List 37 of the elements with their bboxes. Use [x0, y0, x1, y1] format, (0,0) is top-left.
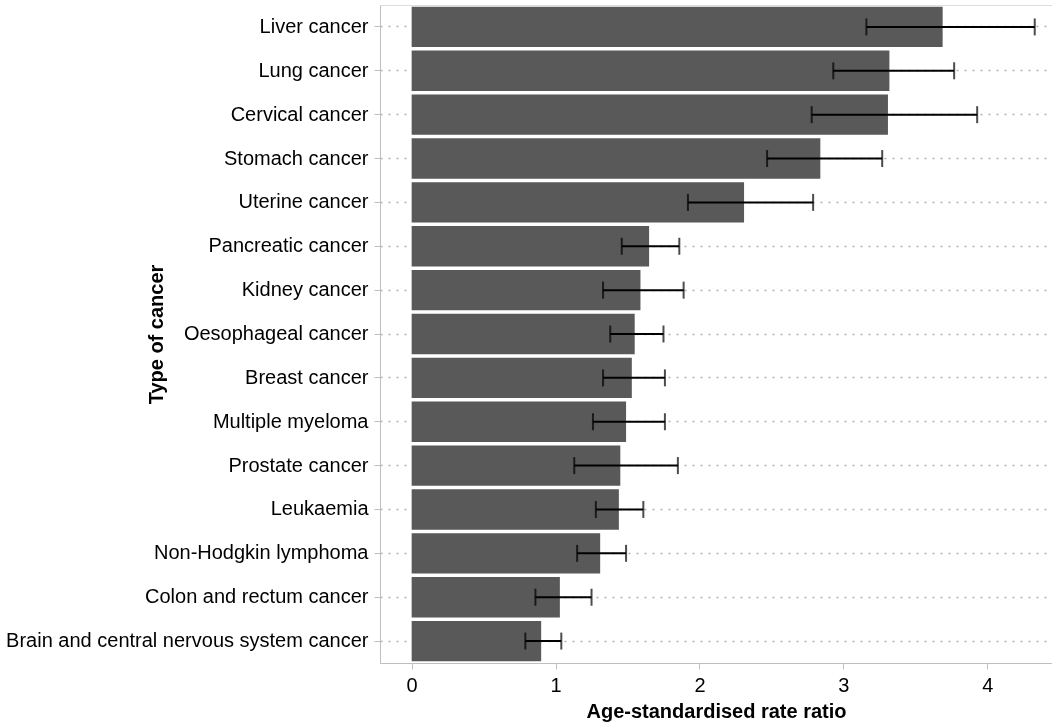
bar — [411, 226, 650, 267]
bar — [411, 489, 619, 530]
y-tick-label: Leukaemia — [270, 497, 370, 520]
bar — [411, 401, 627, 442]
bar — [411, 577, 560, 618]
y-tick-label: Multiple myeloma — [212, 409, 370, 432]
bar — [411, 313, 635, 355]
y-tick-label: Prostate cancer — [228, 453, 369, 476]
x-tick-label: 1 — [550, 673, 562, 696]
bar — [411, 94, 888, 135]
x-tick-label: 2 — [694, 673, 706, 696]
bar — [411, 357, 632, 399]
bar — [411, 50, 890, 91]
y-tick-label: Liver cancer — [259, 14, 369, 37]
y-tick-label: Pancreatic cancer — [208, 234, 369, 257]
x-tick-label: 4 — [982, 673, 994, 696]
y-tick-label: Stomach cancer — [223, 146, 369, 169]
bar — [411, 620, 542, 662]
y-tick-label: Cervical cancer — [230, 102, 369, 125]
y-tick-label: Uterine cancer — [238, 190, 369, 213]
y-tick-label: Breast cancer — [245, 365, 369, 388]
y-tick-label: Colon and rectum cancer — [145, 585, 369, 608]
y-tick-label: Oesophageal cancer — [183, 322, 369, 344]
bar — [411, 6, 943, 48]
x-tick-label: 0 — [406, 673, 418, 696]
bar — [411, 182, 745, 223]
bar — [411, 269, 641, 311]
bar — [411, 138, 821, 179]
y-axis-title: Type of cancer — [144, 264, 167, 405]
y-tick-label: Lung cancer — [258, 58, 369, 81]
y-tick-label: Kidney cancer — [241, 278, 369, 301]
y-tick-label: Non-Hodgkin lymphoma — [153, 541, 370, 564]
bar — [411, 533, 601, 574]
bar — [411, 445, 621, 486]
y-tick-label: Brain and central nervous system cancer — [6, 629, 369, 652]
x-tick-label: 3 — [838, 673, 850, 696]
x-axis-title: Age-standardised rate ratio — [586, 699, 847, 722]
